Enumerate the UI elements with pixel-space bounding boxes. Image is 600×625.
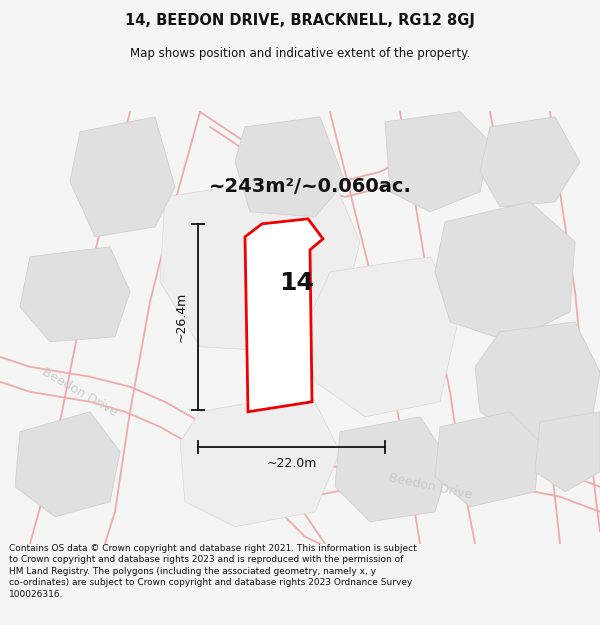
Polygon shape <box>245 219 323 412</box>
Polygon shape <box>335 417 450 522</box>
Polygon shape <box>480 117 580 207</box>
Polygon shape <box>535 412 600 492</box>
Text: ~26.4m: ~26.4m <box>175 292 188 342</box>
Polygon shape <box>235 117 345 217</box>
Polygon shape <box>15 412 120 517</box>
Text: Beedon Drive: Beedon Drive <box>40 365 120 419</box>
Text: Beedon Drive: Beedon Drive <box>387 472 473 502</box>
Text: 14: 14 <box>280 271 314 295</box>
Text: Map shows position and indicative extent of the property.: Map shows position and indicative extent… <box>130 48 470 61</box>
Polygon shape <box>160 172 360 352</box>
Text: ~22.0m: ~22.0m <box>266 457 317 470</box>
Text: Contains OS data © Crown copyright and database right 2021. This information is : Contains OS data © Crown copyright and d… <box>9 544 417 599</box>
Text: 14, BEEDON DRIVE, BRACKNELL, RG12 8GJ: 14, BEEDON DRIVE, BRACKNELL, RG12 8GJ <box>125 12 475 28</box>
Polygon shape <box>435 202 575 342</box>
Polygon shape <box>475 322 600 442</box>
Polygon shape <box>70 117 175 237</box>
Polygon shape <box>385 112 490 212</box>
Polygon shape <box>305 257 460 417</box>
Polygon shape <box>435 412 540 507</box>
Polygon shape <box>180 392 340 527</box>
Text: ~243m²/~0.060ac.: ~243m²/~0.060ac. <box>209 177 412 196</box>
Polygon shape <box>20 247 130 342</box>
